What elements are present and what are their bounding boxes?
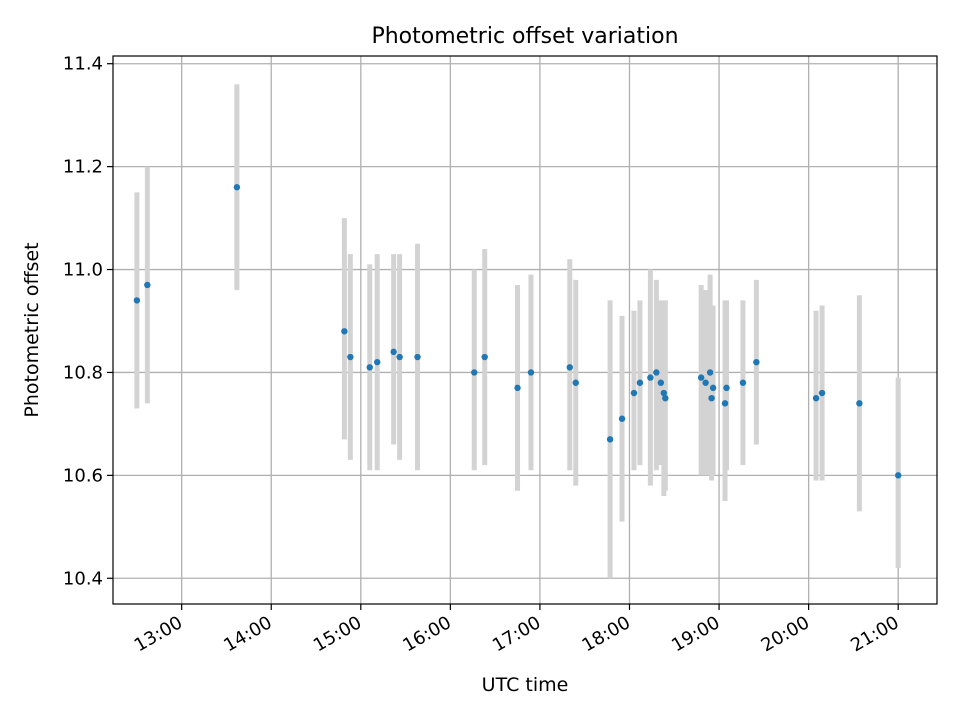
data-point xyxy=(481,353,488,361)
data-point xyxy=(721,400,729,407)
y-tick-label: 10.8 xyxy=(63,362,103,383)
data-point xyxy=(723,384,730,392)
chart-title: Photometric offset variation xyxy=(371,24,678,49)
data-point xyxy=(662,394,669,402)
data-point xyxy=(706,369,714,376)
grid-lines xyxy=(113,56,937,604)
y-tick-label: 11.4 xyxy=(63,54,103,75)
data-points xyxy=(133,184,902,479)
data-point xyxy=(630,389,638,397)
y-axis-label: Photometric offset xyxy=(21,242,43,417)
plot-area-frame xyxy=(112,55,938,605)
y-tick-label: 10.6 xyxy=(63,465,103,486)
data-point xyxy=(647,374,654,381)
data-point xyxy=(396,353,403,361)
data-point xyxy=(514,384,521,392)
y-axis-ticks: 10.4 10.6 10.8 11.0 11.2 11.4 xyxy=(63,54,113,589)
data-point xyxy=(697,374,705,381)
data-point xyxy=(233,184,241,191)
data-point xyxy=(374,358,381,366)
data-point xyxy=(708,394,715,402)
y-tick-label: 11.0 xyxy=(63,260,103,281)
data-point xyxy=(653,369,660,376)
data-point xyxy=(572,379,579,386)
data-point xyxy=(566,364,573,371)
data-point xyxy=(856,400,863,407)
data-point xyxy=(606,436,614,443)
y-tick-label: 10.4 xyxy=(63,568,103,589)
data-point xyxy=(812,394,820,402)
data-point xyxy=(527,369,535,376)
data-point xyxy=(894,472,902,479)
data-point xyxy=(471,369,478,376)
data-point xyxy=(657,379,665,386)
data-point xyxy=(390,348,397,356)
data-point xyxy=(636,379,644,386)
data-point xyxy=(739,379,747,386)
data-point xyxy=(366,364,373,371)
data-point xyxy=(660,389,668,397)
data-point xyxy=(702,379,709,386)
data-point xyxy=(818,389,826,397)
data-point xyxy=(347,353,354,361)
data-point xyxy=(341,328,348,335)
y-tick-label: 11.2 xyxy=(63,157,103,178)
data-point xyxy=(709,384,717,392)
x-axis-label: UTC time xyxy=(482,674,569,696)
data-point xyxy=(414,353,421,361)
data-point xyxy=(618,415,626,422)
data-point xyxy=(753,358,760,366)
data-point xyxy=(133,297,141,304)
data-point xyxy=(144,281,151,289)
